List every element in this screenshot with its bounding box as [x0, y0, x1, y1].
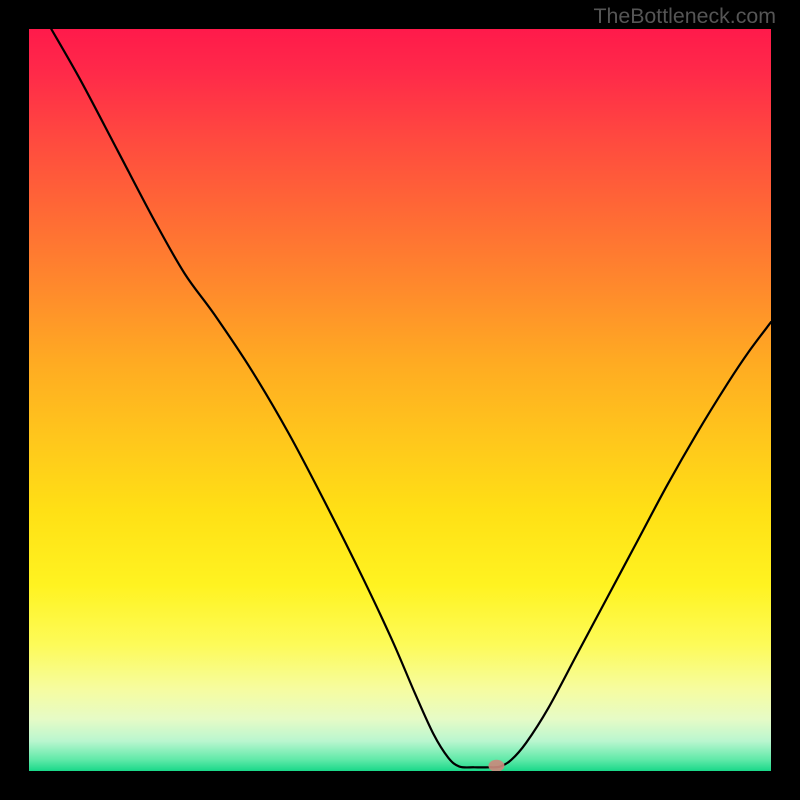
optimum-marker — [488, 760, 504, 771]
bottleneck-chart: TheBottleneck.com — [0, 0, 800, 800]
plot-frame — [29, 29, 771, 771]
curve-path — [51, 29, 771, 767]
plot-area — [29, 29, 771, 771]
bottleneck-curve — [29, 29, 771, 771]
watermark-text: TheBottleneck.com — [593, 4, 776, 29]
